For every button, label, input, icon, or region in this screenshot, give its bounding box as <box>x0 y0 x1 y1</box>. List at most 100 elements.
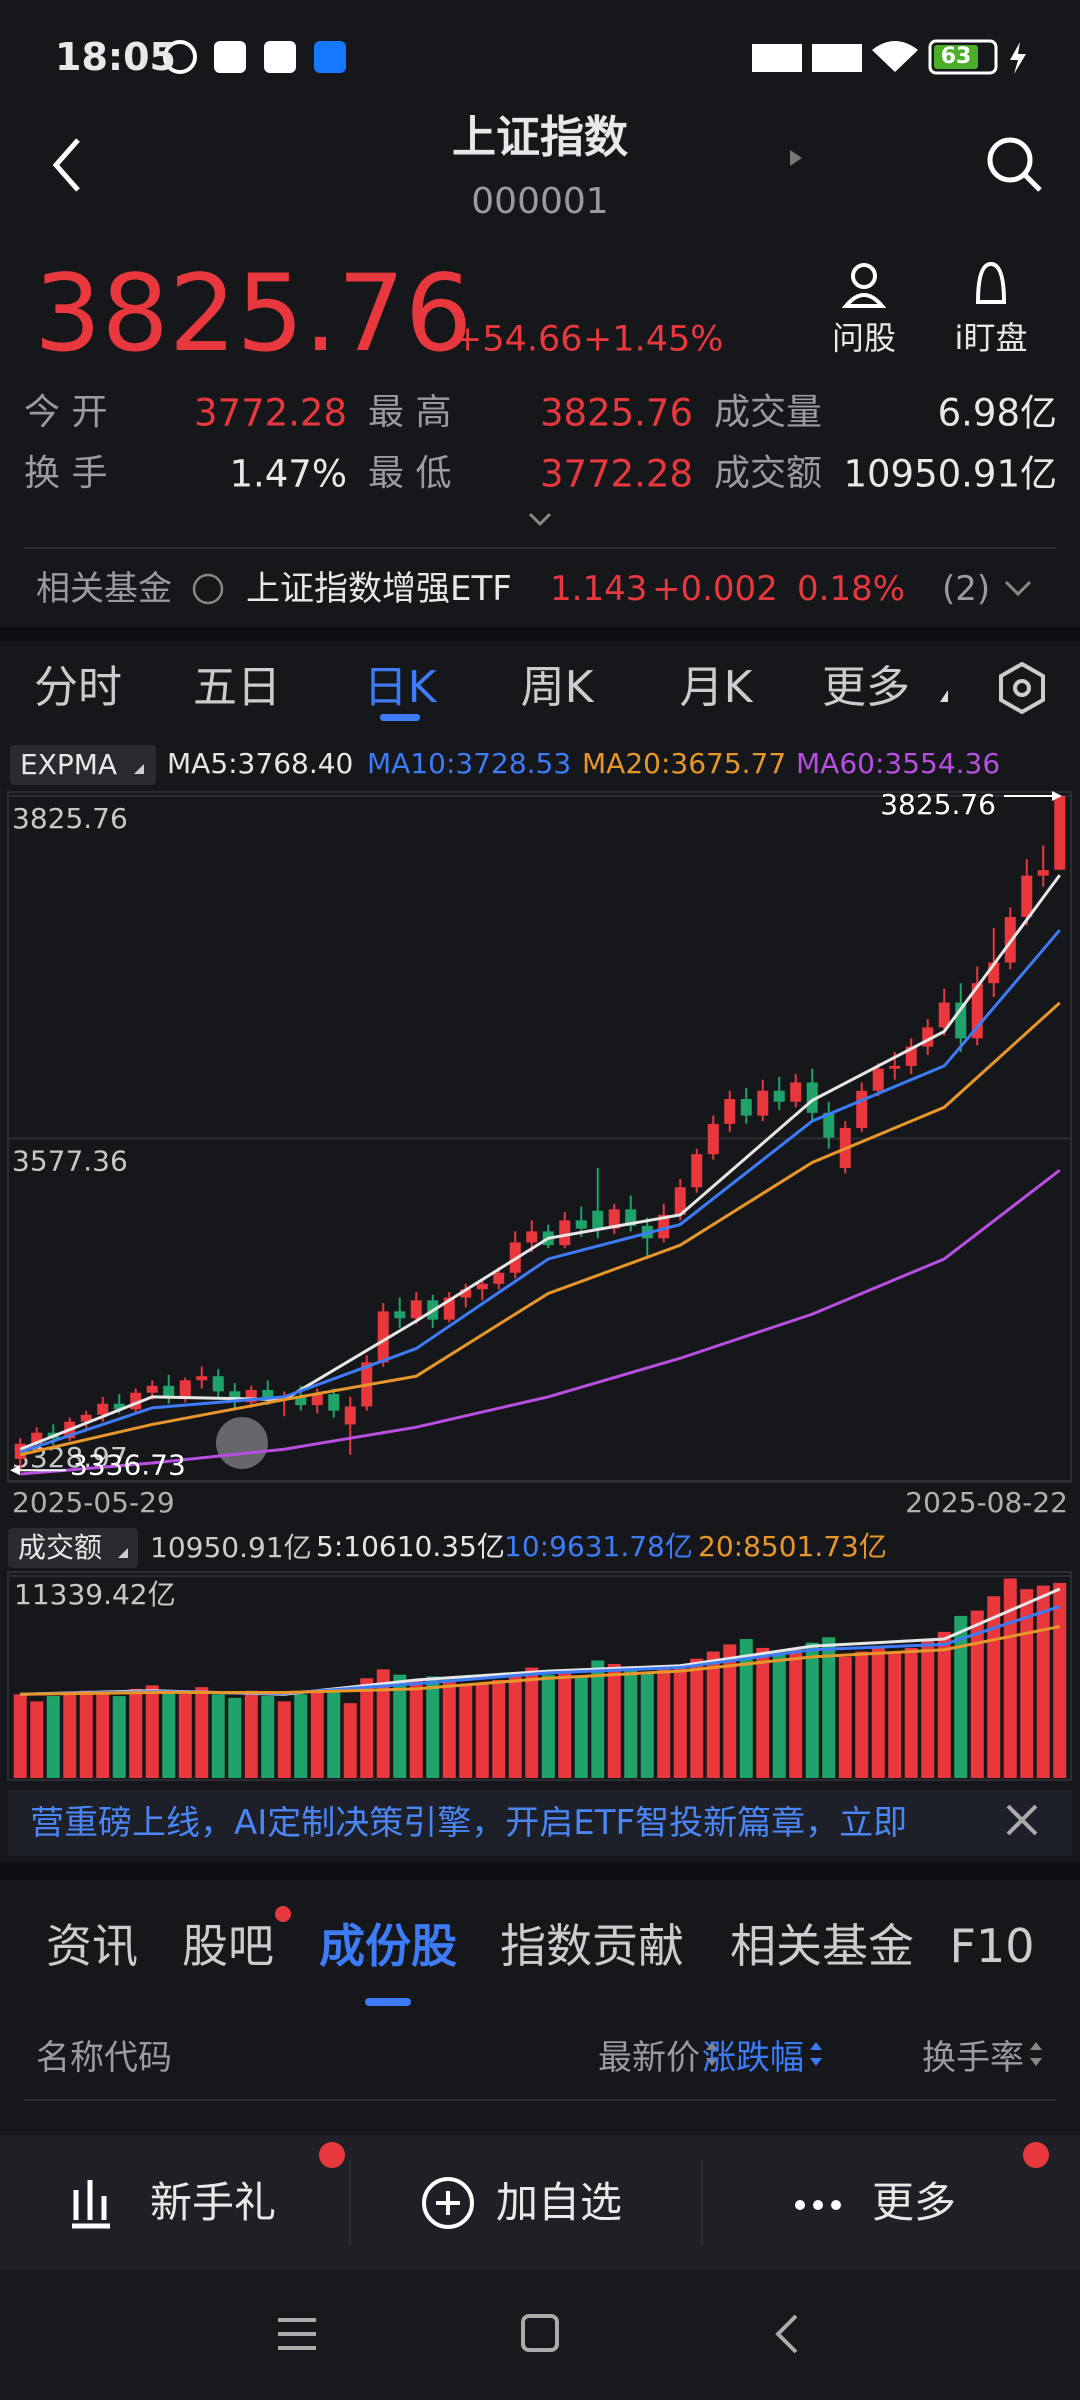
period-tab[interactable]: 更多 <box>822 662 910 713</box>
section-tab[interactable]: 指数贡献 <box>500 1919 684 1973</box>
alarm-icon <box>163 40 197 74</box>
bottom-action[interactable]: 新手礼 <box>150 2178 277 2227</box>
chart-frame <box>7 1571 1072 1781</box>
action-label[interactable]: 问股 <box>831 319 897 357</box>
home-button[interactable] <box>521 2314 559 2352</box>
bell-icon[interactable] <box>975 261 1007 304</box>
column-header[interactable]: 涨跌幅 <box>702 2038 804 2078</box>
expand-icon[interactable] <box>528 512 552 527</box>
section-tab[interactable]: 股吧 <box>182 1919 274 1973</box>
ask-icon[interactable] <box>851 263 877 289</box>
candle-body <box>938 1002 950 1028</box>
period-tab[interactable]: 日K <box>363 662 437 713</box>
sort-icon[interactable] <box>1030 2042 1042 2066</box>
candle-body <box>377 1311 389 1363</box>
more-icon[interactable] <box>795 2200 841 2210</box>
section-tab[interactable]: 资讯 <box>46 1919 138 1973</box>
draw-tool-icon[interactable] <box>216 1417 268 1469</box>
banner-text[interactable]: 营重磅上线，AI定制决策引擎，开启ETF智投新篇章，立即 <box>30 1806 908 1840</box>
candle-body <box>658 1214 670 1239</box>
arrow-head <box>1052 791 1062 801</box>
period-tab[interactable]: 月K <box>679 662 753 713</box>
column-header[interactable]: 换手率 <box>922 2038 1024 2078</box>
volume-bar <box>822 1637 836 1778</box>
add-icon[interactable] <box>436 2191 460 2215</box>
volume-bar <box>508 1672 522 1778</box>
candle-body <box>608 1209 620 1229</box>
candle-body <box>955 1002 967 1039</box>
volume-bar <box>475 1683 489 1778</box>
candle-body <box>889 1065 901 1069</box>
section-tab[interactable]: 成份股 <box>319 1919 457 1973</box>
ma-line <box>19 929 1061 1454</box>
volume-title[interactable]: 成交额 <box>18 1531 103 1564</box>
volume-bar <box>277 1701 291 1778</box>
period-tab[interactable]: 周K <box>520 662 594 713</box>
action-label[interactable]: i盯盘 <box>954 319 1028 357</box>
stat-label: 成交额 <box>714 453 823 494</box>
bottom-action[interactable]: 加自选 <box>496 2178 623 2227</box>
indicator-button[interactable] <box>10 745 156 785</box>
y-tick-label: 3825.76 <box>12 802 128 835</box>
fund-count[interactable]: (2) <box>942 569 991 609</box>
dropdown-arrow <box>134 764 144 774</box>
volume-bar <box>954 1615 968 1778</box>
signal-icon <box>812 44 862 72</box>
volume-bar <box>343 1703 357 1778</box>
legend-label: MA60:3554.36 <box>796 747 1000 780</box>
ask-icon[interactable] <box>841 293 887 308</box>
volume-bar <box>112 1696 126 1778</box>
info-icon[interactable] <box>192 573 224 605</box>
candle-body <box>163 1385 175 1399</box>
search-icon[interactable] <box>987 137 1033 183</box>
period-tab[interactable]: 分时 <box>34 662 122 713</box>
badge-dot <box>319 2142 345 2168</box>
indicator-name[interactable]: EXPMA <box>20 748 118 781</box>
expand-icon[interactable] <box>1004 580 1032 597</box>
column-header[interactable]: 最新价 <box>598 2038 700 2078</box>
candle-body <box>80 1414 92 1422</box>
page-title: 上证指数 <box>452 112 628 163</box>
legend-label: 5:10610.35亿 <box>316 1530 505 1563</box>
volume-bar <box>96 1694 110 1778</box>
settings-icon[interactable] <box>999 661 1045 715</box>
settings-icon[interactable] <box>1013 679 1031 697</box>
banner[interactable] <box>8 1790 1072 1856</box>
status-time: 18:05 <box>55 35 176 79</box>
volume-bar <box>607 1663 621 1778</box>
back-button[interactable] <box>775 2314 798 2354</box>
candle-body <box>476 1283 488 1290</box>
back-icon[interactable] <box>52 138 80 192</box>
candle-body <box>905 1046 917 1066</box>
volume-bar <box>690 1658 704 1778</box>
volume-bar <box>492 1680 506 1778</box>
search-icon[interactable] <box>1023 173 1042 192</box>
section-tab[interactable]: F10 <box>949 1919 1035 1973</box>
volume-bar <box>211 1694 225 1778</box>
candle-body <box>410 1300 422 1319</box>
gift-icon[interactable] <box>72 2180 110 2229</box>
legend-label: MA10:3728.53 <box>367 747 571 780</box>
candle-body <box>691 1154 703 1188</box>
close-icon[interactable] <box>1006 1804 1038 1836</box>
volume-bar <box>442 1681 456 1778</box>
sort-icon[interactable] <box>810 2042 822 2066</box>
candle-body <box>592 1210 604 1229</box>
next-icon[interactable] <box>790 150 802 166</box>
candle-body <box>971 983 983 1039</box>
candle-body <box>790 1082 802 1102</box>
bottom-action[interactable]: 更多 <box>872 2178 957 2227</box>
fund-name[interactable]: 上证指数增强ETF <box>246 569 512 609</box>
add-icon[interactable] <box>422 2177 474 2229</box>
price: 3825.76 <box>34 252 473 375</box>
status-icons <box>163 39 1026 75</box>
fund-change-pct: 0.18% <box>797 569 906 609</box>
volume-bar <box>789 1649 803 1778</box>
sort-icon[interactable] <box>706 2042 718 2066</box>
section-tab[interactable]: 相关基金 <box>730 1919 914 1973</box>
candle-body <box>493 1272 505 1284</box>
period-tab[interactable]: 五日 <box>193 662 281 713</box>
menu-button[interactable] <box>278 2318 316 2350</box>
indicator-button[interactable] <box>8 1528 138 1568</box>
